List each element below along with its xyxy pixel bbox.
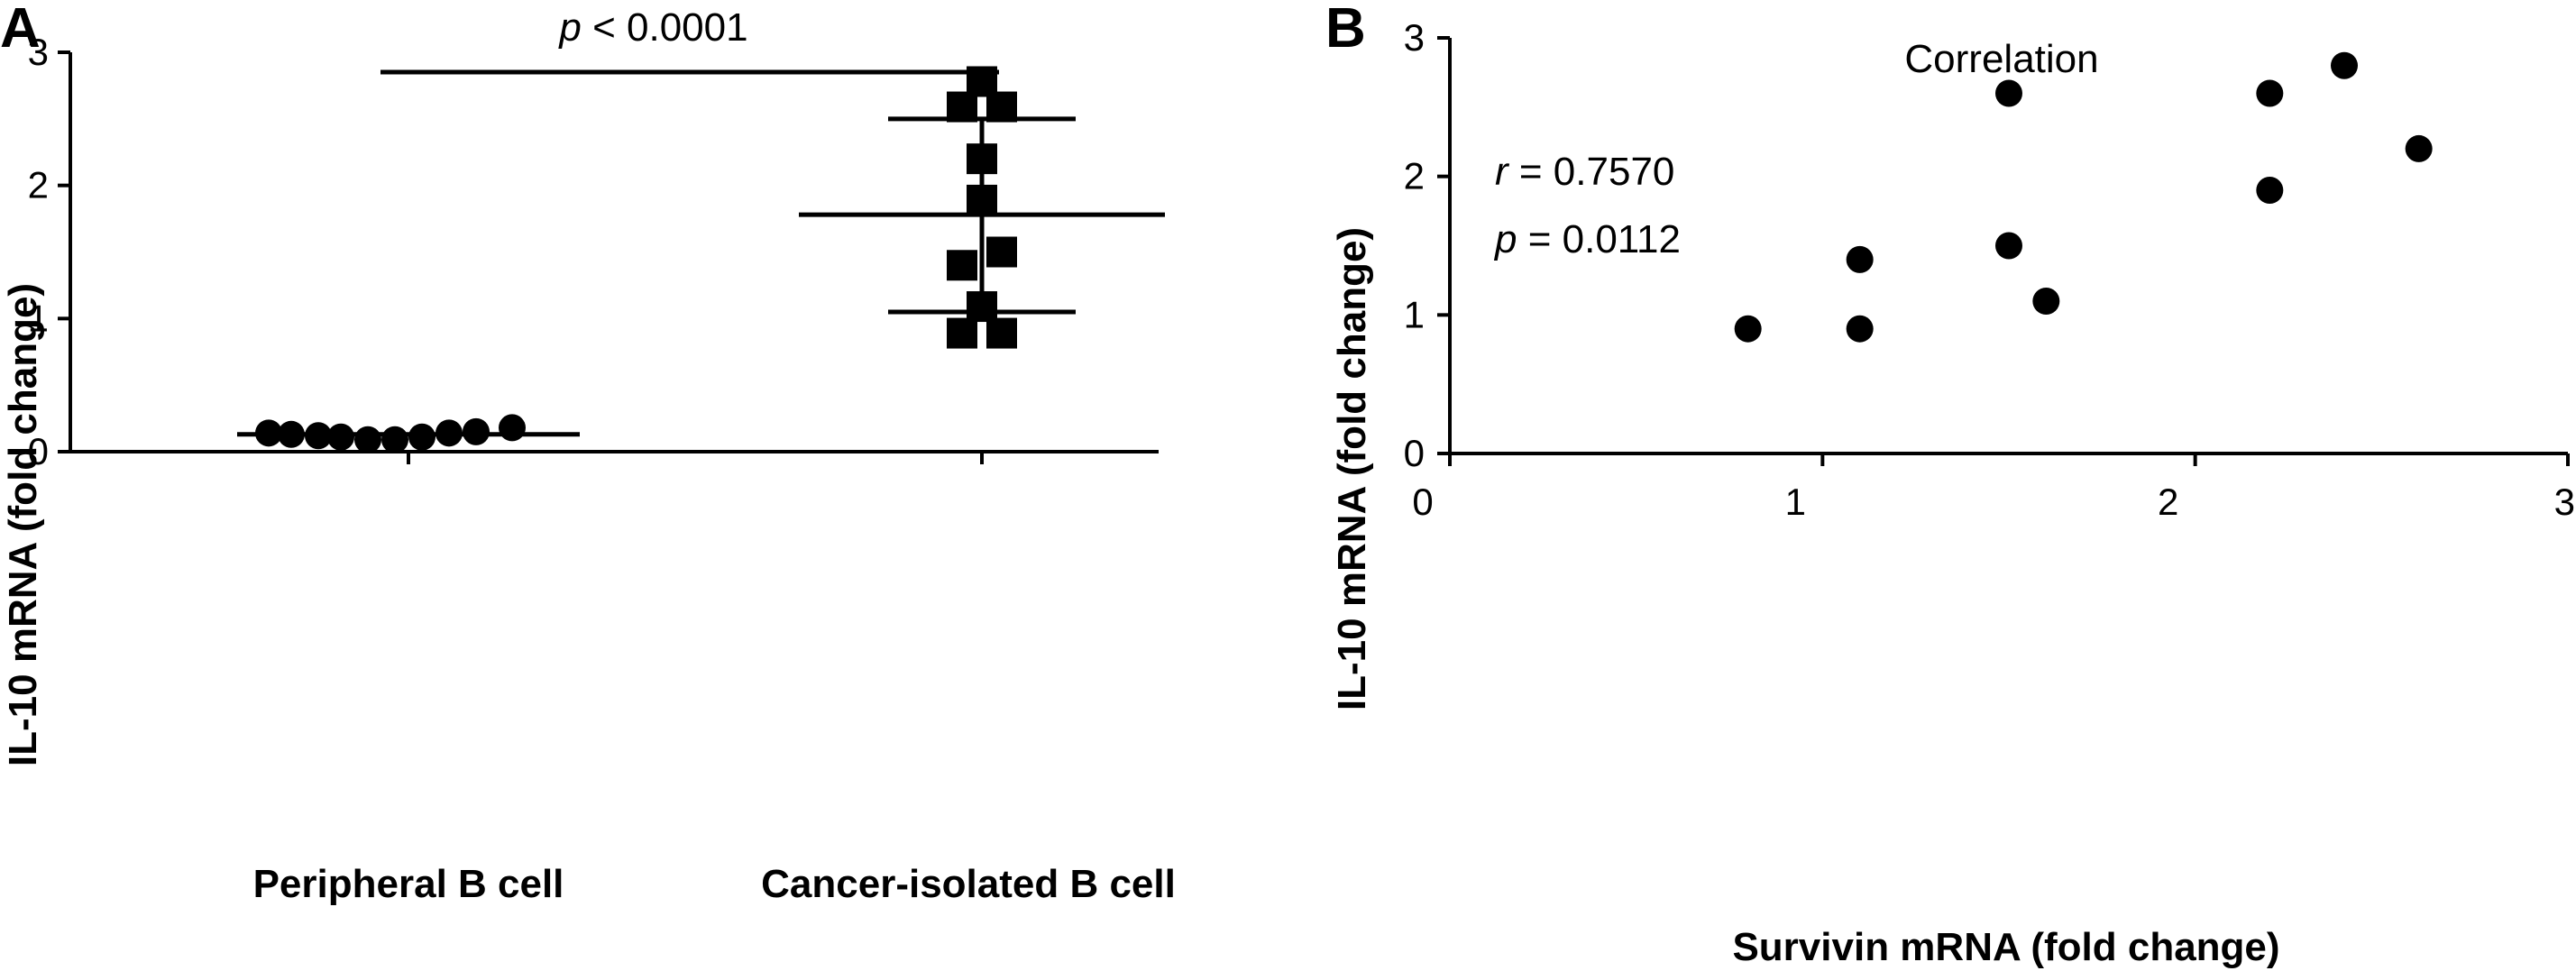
panel-b-scatter-point [2256, 79, 2284, 107]
panel-a-cancer-point [947, 250, 977, 281]
panel-a-y-tick-label: 1 [28, 297, 49, 339]
panel-b-scatter-point [2032, 287, 2060, 315]
panel-a-peripheral-point [327, 423, 354, 451]
panel-a-y-axis-title: IL-10 mRNA (fold change) [1, 283, 45, 766]
panel-b-r-value: r = 0.7570 [1495, 150, 1674, 194]
panel-label-b: B [1325, 0, 1366, 60]
panel-b-title: Correlation [1904, 37, 2098, 81]
panel-b-scatter-point [1734, 315, 1762, 343]
panel-a-peripheral-point [463, 417, 490, 445]
panel-b-x-tick-label: 3 [2554, 481, 2575, 523]
panel-a-category-label-1: Cancer-isolated B cell [761, 862, 1176, 906]
panel-b-y-tick-label: 3 [1404, 16, 1425, 59]
panel-b-scatter-point [1995, 79, 2022, 107]
panel-label-a: A [0, 0, 41, 60]
panel-b-chart: Correlation Survivin mRNA (fold change) … [1330, 16, 2575, 969]
panel-a-significance-label: p < 0.0001 [557, 5, 747, 50]
panel-b-scatter-point [2331, 51, 2358, 79]
panel-a-chart: IL-10 mRNA (fold change) Peripheral B ce… [1, 5, 1176, 906]
panel-a-peripheral-point [499, 414, 526, 442]
panel-a-y-tick-label: 0 [28, 430, 49, 472]
panel-b-scatter-point [1995, 232, 2022, 260]
panel-b-y-tick-label: 1 [1404, 293, 1425, 335]
panel-a-cancer-point [947, 317, 977, 349]
panel-b-x-tick-label: 1 [1785, 481, 1806, 523]
panel-b-scatter-point [1846, 315, 1874, 343]
panel-b-scatter-point [1846, 245, 1874, 273]
panel-b-y-tick-label: 0 [1404, 432, 1425, 474]
panel-a-y-tick-label: 3 [28, 31, 49, 73]
panel-a-peripheral-point [381, 426, 408, 453]
panel-b-x-tick-label: 2 [2158, 481, 2178, 523]
panel-b-y-tick-label: 2 [1404, 155, 1425, 197]
panel-b-x-tick-label: 0 [1412, 481, 1433, 523]
panel-a-cancer-point [986, 317, 1017, 349]
panel-a-category-label-0: Peripheral B cell [253, 862, 564, 906]
panel-a-peripheral-point [408, 423, 435, 451]
panel-b-scatter-point [2256, 177, 2284, 205]
panel-a-peripheral-point [354, 426, 381, 453]
panel-b-p-value: p = 0.0112 [1493, 217, 1681, 261]
panel-b-x-axis-title: Survivin mRNA (fold change) [1732, 925, 2279, 969]
panel-a-cancer-point [986, 236, 1017, 268]
panel-a-y-tick-label: 2 [28, 164, 49, 206]
panel-b-y-axis-title: IL-10 mRNA (fold change) [1330, 227, 1374, 710]
panel-b-scatter-point [2405, 134, 2433, 162]
